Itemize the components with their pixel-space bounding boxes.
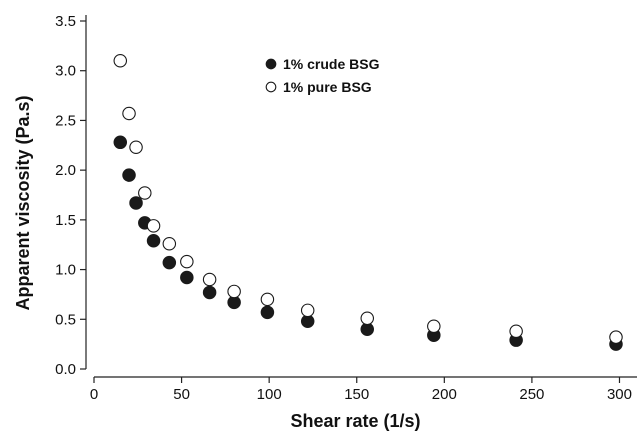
pure-bsg-point bbox=[300, 303, 315, 318]
y-tick-label: 0.5 bbox=[55, 311, 76, 328]
x-tick-label: 300 bbox=[607, 386, 632, 403]
pure-bsg-point bbox=[122, 106, 136, 121]
pure-bsg-point bbox=[509, 324, 523, 338]
pure-bsg-point bbox=[609, 330, 623, 344]
y-axis-title: Apparent viscosity (Pa.s) bbox=[13, 95, 33, 310]
pure-bsg-point bbox=[227, 284, 241, 299]
legend: 1% crude BSG 1% pure BSG bbox=[265, 56, 380, 95]
legend-label: 1% pure BSG bbox=[283, 79, 372, 95]
pure-bsg-point bbox=[138, 186, 152, 200]
series-2 bbox=[113, 54, 623, 344]
series-1 bbox=[113, 135, 623, 351]
x-axis-title: Shear rate (1/s) bbox=[290, 411, 420, 431]
crude-bsg-point bbox=[122, 168, 136, 182]
x-tick-label: 0 bbox=[90, 386, 98, 403]
data-points bbox=[113, 54, 623, 351]
crude-bsg-point bbox=[146, 233, 161, 248]
pure-bsg-point bbox=[202, 272, 217, 287]
x-tick-label: 50 bbox=[173, 386, 190, 403]
y-tick-label: 2.0 bbox=[55, 162, 76, 179]
pure-bsg-point bbox=[360, 311, 375, 326]
y-tick-label: 2.5 bbox=[55, 112, 76, 129]
crude-bsg-point bbox=[202, 285, 217, 300]
crude-bsg-point bbox=[260, 305, 275, 320]
x-tick-label: 200 bbox=[432, 386, 457, 403]
pure-bsg-point bbox=[129, 140, 143, 155]
crude-bsg-point bbox=[180, 270, 194, 285]
x-tick-label: 150 bbox=[344, 386, 369, 403]
y-tick-label: 3.5 bbox=[55, 13, 76, 30]
x-tick-label: 250 bbox=[519, 386, 544, 403]
pure-bsg-point bbox=[260, 292, 275, 307]
legend-marker-open bbox=[265, 81, 277, 93]
y-tick-label: 3.0 bbox=[55, 63, 76, 80]
pure-bsg-point bbox=[162, 236, 177, 251]
pure-bsg-point bbox=[113, 54, 128, 68]
y-axis: 0.0 0.5 1.0 1.5 2.0 2.5 3.0 3.5 bbox=[55, 13, 87, 378]
y-tick-label: 0.0 bbox=[55, 361, 76, 378]
y-tick-label: 1.5 bbox=[55, 212, 76, 229]
pure-bsg-point bbox=[180, 254, 194, 269]
legend-label: 1% crude BSG bbox=[283, 56, 380, 72]
x-axis: 0 50 100 150 200 250 300 bbox=[90, 376, 637, 403]
legend-marker-filled bbox=[265, 58, 277, 70]
crude-bsg-point bbox=[113, 135, 128, 150]
pure-bsg-point bbox=[146, 219, 161, 233]
x-tick-label: 100 bbox=[257, 386, 282, 403]
y-tick-label: 1.0 bbox=[55, 262, 76, 279]
pure-bsg-point bbox=[427, 319, 441, 333]
crude-bsg-point bbox=[129, 196, 143, 210]
crude-bsg-point bbox=[162, 255, 177, 270]
